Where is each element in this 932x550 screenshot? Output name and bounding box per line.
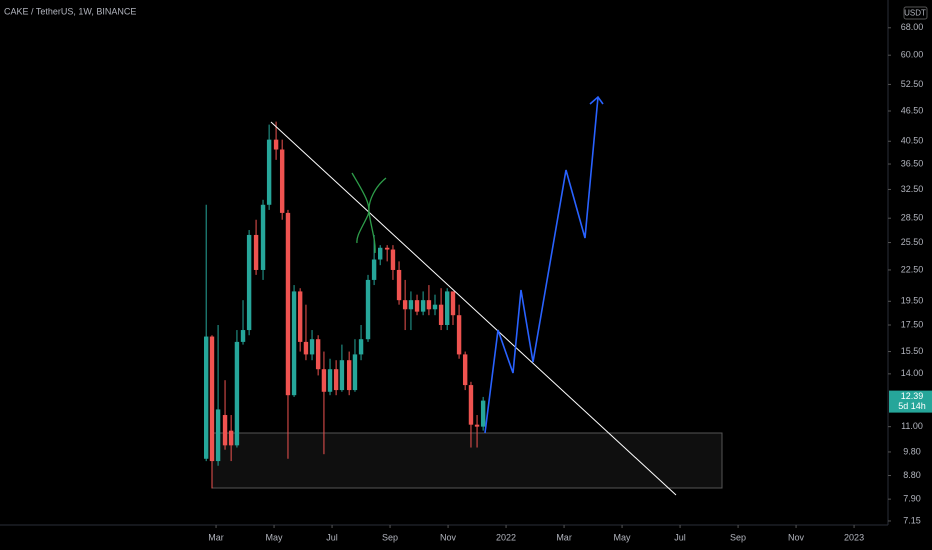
currency-label: USDT bbox=[904, 9, 926, 18]
candle-body bbox=[253, 234, 259, 270]
candle-body bbox=[327, 369, 333, 392]
x-tick-label: Jul bbox=[326, 532, 338, 542]
candle-body bbox=[352, 354, 358, 391]
candle-body bbox=[321, 369, 327, 392]
candle-body bbox=[456, 315, 462, 355]
cross-drawing bbox=[351, 172, 387, 254]
candle-body bbox=[402, 300, 408, 310]
candle-body bbox=[297, 291, 303, 342]
countdown-label: 5d 14h bbox=[898, 401, 926, 411]
y-tick-label: 28.50 bbox=[901, 213, 924, 223]
x-tick-label: Mar bbox=[208, 532, 224, 542]
y-tick-label: 14.00 bbox=[901, 368, 924, 378]
chart-title: CAKE / TetherUS, 1W, BINANCE bbox=[4, 6, 136, 16]
last-price-box bbox=[889, 390, 932, 413]
candle-body bbox=[315, 339, 321, 370]
y-tick-label: 32.50 bbox=[901, 184, 924, 194]
x-tick-label: Jul bbox=[674, 532, 686, 542]
y-tick-label: 36.50 bbox=[901, 158, 924, 168]
candles bbox=[203, 121, 486, 489]
candle-body bbox=[339, 360, 345, 391]
y-tick-label: 22.50 bbox=[901, 264, 924, 274]
axes: 68.00 60.00 52.50 46.50 40.50 36.50 32.50 28.50… bbox=[208, 22, 932, 542]
candle-body bbox=[396, 269, 402, 301]
x-tick-label: Nov bbox=[788, 532, 805, 542]
y-tick-label: 46.50 bbox=[901, 105, 924, 115]
candle-body bbox=[228, 430, 234, 446]
candle-body bbox=[279, 149, 285, 213]
candle-body bbox=[209, 336, 215, 462]
candle-body bbox=[358, 339, 364, 355]
candle-body bbox=[426, 300, 432, 310]
candle-body bbox=[203, 336, 209, 459]
candle-body bbox=[222, 415, 228, 446]
candle-body bbox=[420, 300, 426, 312]
candle-body bbox=[260, 204, 266, 270]
x-tick-label: Sep bbox=[730, 532, 746, 542]
x-tick-label: 2023 bbox=[844, 532, 864, 542]
candle-body bbox=[309, 339, 315, 355]
candle-body bbox=[346, 360, 352, 391]
candle-body bbox=[462, 354, 468, 386]
candle-body bbox=[333, 369, 339, 391]
x-tick-label: Mar bbox=[556, 532, 572, 542]
candle-body bbox=[414, 300, 420, 312]
candle-body bbox=[215, 409, 221, 462]
candle-body bbox=[285, 212, 291, 396]
candle-body bbox=[246, 234, 252, 331]
y-tick-label: 7.15 bbox=[903, 515, 921, 525]
support-zone bbox=[211, 432, 723, 489]
candle-body bbox=[240, 330, 246, 342]
candle-body bbox=[291, 291, 297, 396]
candle-body bbox=[384, 247, 390, 250]
candle-body bbox=[432, 304, 438, 310]
y-tick-label: 7.90 bbox=[903, 494, 921, 504]
x-tick-label: Sep bbox=[382, 532, 398, 542]
candle-body bbox=[474, 424, 480, 427]
candle-body bbox=[468, 385, 474, 425]
candle-body bbox=[408, 300, 414, 310]
y-tick-label: 9.80 bbox=[903, 446, 921, 456]
candle-body bbox=[303, 341, 309, 355]
candle-body bbox=[480, 400, 486, 427]
x-tick-label: 2022 bbox=[496, 532, 516, 542]
candle-body bbox=[444, 291, 450, 325]
candle-body bbox=[365, 279, 371, 340]
projection-arrowhead bbox=[589, 95, 604, 105]
currency-box bbox=[903, 6, 928, 20]
y-tick-label: 52.50 bbox=[901, 79, 924, 89]
projection-path bbox=[484, 96, 599, 434]
y-tick-label: 19.50 bbox=[901, 296, 924, 306]
candle-body bbox=[371, 259, 377, 280]
candle-body bbox=[377, 247, 383, 260]
x-tick-label: May bbox=[266, 532, 284, 542]
candle-body bbox=[273, 139, 279, 150]
x-tick-label: May bbox=[614, 532, 632, 542]
y-tick-label: 8.80 bbox=[903, 470, 921, 480]
last-price-label: 12.39 bbox=[901, 391, 924, 401]
y-tick-label: 11.00 bbox=[901, 421, 923, 431]
candle-body bbox=[438, 304, 444, 325]
y-tick-label: 68.00 bbox=[901, 22, 924, 32]
y-tick-label: 25.50 bbox=[901, 237, 924, 247]
candle-body bbox=[234, 341, 240, 446]
candle-body bbox=[450, 291, 456, 316]
candle-body bbox=[390, 249, 396, 270]
x-tick-label: Nov bbox=[440, 532, 457, 542]
y-tick-label: 17.50 bbox=[901, 319, 924, 329]
y-tick-label: 60.00 bbox=[901, 50, 924, 60]
y-tick-label: 40.50 bbox=[901, 136, 924, 146]
trend-line bbox=[270, 121, 677, 496]
candle-body bbox=[266, 139, 272, 205]
y-tick-label: 15.50 bbox=[901, 346, 924, 356]
